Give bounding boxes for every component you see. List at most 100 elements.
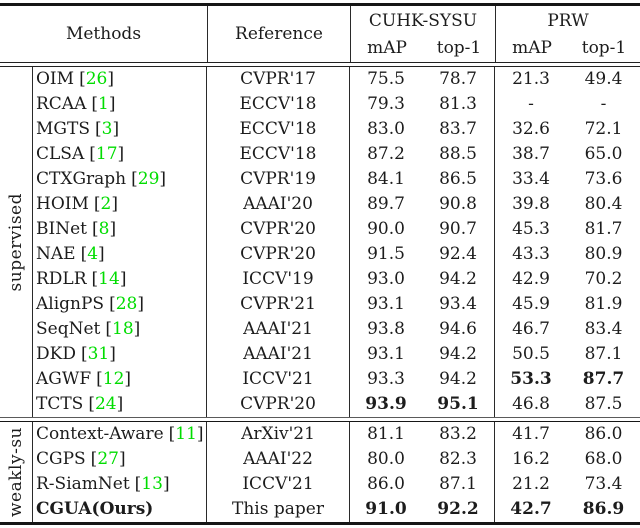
header-rule [0,62,640,67]
table-row: AGWF [12] ICCV'21 93.3 94.2 53.3 87.7 [33,367,640,392]
citation-link[interactable]: [18] [105,319,141,339]
group-label-supervised: supervised [0,67,33,417]
citation-link[interactable]: [8] [91,219,117,239]
table-row: DKD [31] AAAI'21 93.1 94.2 50.5 87.1 [33,342,640,367]
reference-cell: ICCV'21 [207,472,350,497]
prw-map-cell: 42.9 [512,269,550,289]
prw-map-cell: 39.8 [512,194,550,214]
prw-top1-cell: 70.2 [584,269,623,289]
reference-cell: ECCV'18 [207,142,350,167]
citation-link[interactable]: [4] [80,244,105,264]
prw-top1-cell: 80.9 [584,244,623,264]
prw-top1-cell: 68.0 [584,449,623,469]
method-name: OIM [36,69,75,89]
method-cell: AGWF [12] [33,367,207,392]
citation-link[interactable]: [29] [131,169,167,189]
dataset-name-prw: PRW [547,11,589,31]
citation-link[interactable]: [14] [91,269,127,289]
citation-link[interactable]: [28] [109,294,144,314]
method-cell: R-SiamNet [13] [33,472,207,497]
cuhk-top1-cell: 94.2 [422,367,495,392]
header-cuhk-top1: top-1 [436,38,482,58]
citation-link[interactable]: [2] [93,194,118,214]
citation-link[interactable]: [31] [80,344,116,364]
citation-link[interactable]: [24] [88,394,124,414]
citation-link[interactable]: [17] [89,144,125,164]
citation-link[interactable]: [26] [79,69,114,89]
prw-top1-cell: 72.1 [584,119,623,139]
reference-cell: CVPR'20 [207,242,350,267]
prw-top1-cell: 81.9 [584,294,623,314]
reference-cell: ECCV'18 [207,117,350,142]
method-name: R-SiamNet [36,474,130,494]
method-cell: SeqNet [18] [33,317,207,342]
method-cell: HOIM [2] [33,192,207,217]
cuhk-top1-cell: 90.8 [422,192,495,217]
prw-map-cell: 42.7 [510,499,552,519]
table-row: TCTS [24] CVPR'20 93.9 95.1 46.8 87.5 [33,392,640,417]
method-cell: CGPS [27] [33,447,207,472]
prw-top1-cell: 49.4 [584,69,623,89]
prw-top1-cell: 87.5 [584,394,623,414]
table-row: R-SiamNet [13] ICCV'21 86.0 87.1 21.2 73.… [33,472,640,497]
header-cuhk-sysu: CUHK-SYSU mAP top-1 [350,6,495,62]
reference-cell: ArXiv'21 [207,422,350,447]
cuhk-map-cell: 87.2 [367,144,405,164]
prw-map-cell: 33.4 [512,169,550,189]
prw-map-cell: 38.7 [512,144,550,164]
method-cell: CGUA(Ours) [33,497,207,522]
citation-link[interactable]: [3] [94,119,120,139]
cuhk-top1-cell: 83.2 [422,422,495,447]
reference-cell: CVPR'19 [207,167,350,192]
cuhk-map-cell: 91.0 [365,499,407,519]
prw-top1-cell: 80.4 [584,194,623,214]
table-row: AlignPS [28] CVPR'21 93.1 93.4 45.9 81.9 [33,292,640,317]
reference-cell: CVPR'20 [207,392,350,417]
prw-top1-cell: 87.7 [582,369,625,389]
prw-map-cell: 41.7 [512,424,550,444]
reference-cell: ECCV'18 [207,92,350,117]
reference-cell: AAAI'22 [207,447,350,472]
table-row: BINet [8] CVPR'20 90.0 90.7 45.3 81.7 [33,217,640,242]
method-name: RDLR [36,269,87,289]
citation-link[interactable]: [12] [96,369,132,389]
cuhk-map-cell: 91.5 [367,244,405,264]
prw-top1-cell: 73.6 [584,169,623,189]
method-name: CTXGraph [36,169,127,189]
method-cell: CLSA [17] [33,142,207,167]
table-row: HOIM [2] AAAI'20 89.7 90.8 39.8 80.4 [33,192,640,217]
reference-cell: AAAI'20 [207,192,350,217]
header-prw: PRW mAP top-1 [495,6,640,62]
prw-top1-cell: 65.0 [584,144,623,164]
group-weakly-supervised: weakly-su Context-Aware [11] ArXiv'21 81.… [0,422,640,522]
prw-top1-cell: 83.4 [584,319,623,339]
cuhk-top1-cell: 83.7 [422,117,495,142]
cuhk-map-cell: 93.8 [367,319,405,339]
method-cell: AlignPS [28] [33,292,207,317]
citation-link[interactable]: [27] [90,449,126,469]
citation-link[interactable]: [1] [91,94,116,114]
method-name: BINet [36,219,87,239]
cuhk-top1-cell: 95.1 [422,392,495,417]
table-row: SeqNet [18] AAAI'21 93.8 94.6 46.7 83.4 [33,317,640,342]
dataset-name-cuhk: CUHK-SYSU [368,11,478,31]
prw-top1-cell: 86.9 [582,499,625,519]
method-cell: CTXGraph [29] [33,167,207,192]
table-row: RDLR [14] ICCV'19 93.0 94.2 42.9 70.2 [33,267,640,292]
cuhk-top1-cell: 90.7 [422,217,495,242]
method-name: DKD [36,344,76,364]
reference-cell: CVPR'17 [207,67,350,92]
citation-link[interactable]: [13] [134,474,170,494]
prw-map-cell: 46.7 [512,319,550,339]
method-name: HOIM [36,194,89,214]
citation-link[interactable]: [11] [168,424,204,444]
method-name: CLSA [36,144,85,164]
table-row: RCAA [1] ECCV'18 79.3 81.3 - - [33,92,640,117]
cuhk-map-cell: 80.0 [367,449,405,469]
prw-map-cell: 43.3 [512,244,550,264]
prw-map-cell: 21.3 [512,69,550,89]
prw-map-cell: 46.8 [512,394,550,414]
cuhk-top1-cell: 92.4 [422,242,495,267]
table-row: OIM [26] CVPR'17 75.5 78.7 21.3 49.4 [33,67,640,92]
